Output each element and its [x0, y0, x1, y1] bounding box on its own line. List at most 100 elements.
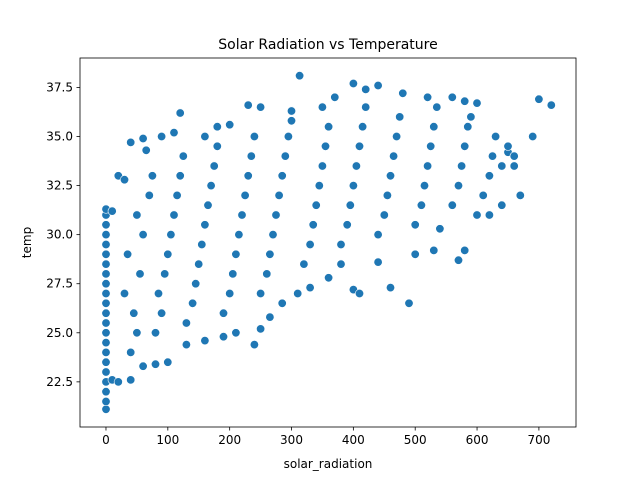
data-point — [460, 96, 470, 106]
data-point — [138, 230, 148, 240]
data-point — [256, 324, 266, 334]
data-point — [268, 230, 278, 240]
data-point — [487, 151, 497, 161]
data-point — [478, 190, 488, 200]
x-axis-label: solar_radiation — [284, 457, 373, 471]
x-tick-label: 400 — [342, 433, 365, 447]
data-point — [129, 308, 139, 318]
data-point — [429, 245, 439, 255]
data-point — [382, 190, 392, 200]
data-point — [354, 141, 364, 151]
y-axis-ticks: 22.5 25.0 27.5 30.0 32.5 35.0 37.5 — [46, 80, 80, 389]
data-point — [404, 298, 414, 308]
data-point — [169, 210, 179, 220]
data-point — [101, 269, 111, 279]
data-point — [157, 132, 167, 142]
data-point — [416, 200, 426, 210]
data-point — [497, 200, 507, 210]
data-point — [101, 357, 111, 367]
data-point — [126, 137, 136, 147]
data-point — [219, 308, 229, 318]
data-point — [435, 224, 445, 234]
data-point — [101, 328, 111, 338]
data-point — [120, 288, 130, 298]
data-point — [212, 122, 222, 132]
data-point — [546, 100, 556, 110]
data-point — [317, 161, 327, 171]
data-point — [126, 347, 136, 357]
data-point — [453, 181, 463, 191]
data-point — [132, 210, 142, 220]
y-tick-label: 22.5 — [46, 375, 73, 389]
x-tick-label: 100 — [156, 433, 179, 447]
data-point — [203, 200, 213, 210]
data-point — [389, 151, 399, 161]
data-point — [286, 106, 296, 116]
data-point — [138, 134, 148, 144]
data-point — [472, 210, 482, 220]
data-point — [256, 102, 266, 112]
data-point — [234, 230, 244, 240]
data-point — [398, 88, 408, 98]
data-point — [395, 112, 405, 122]
data-point — [317, 102, 327, 112]
data-point — [295, 71, 305, 81]
data-point — [101, 308, 111, 318]
data-point — [101, 347, 111, 357]
data-point — [330, 92, 340, 102]
data-point — [423, 161, 433, 171]
data-point — [166, 230, 176, 240]
data-point — [293, 288, 303, 298]
data-point — [509, 161, 519, 171]
data-point — [147, 171, 157, 181]
data-point — [225, 120, 235, 130]
data-point — [151, 328, 161, 338]
data-point — [311, 200, 321, 210]
data-point — [373, 81, 383, 91]
data-point — [385, 171, 395, 181]
data-point — [101, 220, 111, 230]
data-point — [246, 151, 256, 161]
x-tick-label: 500 — [404, 433, 427, 447]
data-point — [392, 132, 402, 142]
data-point — [308, 220, 318, 230]
data-point — [336, 259, 346, 269]
y-tick-label: 37.5 — [46, 80, 73, 94]
data-point — [243, 100, 253, 110]
y-tick-label: 27.5 — [46, 277, 73, 291]
data-point — [181, 340, 191, 350]
y-tick-label: 25.0 — [46, 326, 73, 340]
data-point — [101, 288, 111, 298]
data-point — [200, 336, 210, 346]
data-point — [324, 273, 334, 283]
data-point — [305, 283, 315, 293]
data-point — [113, 377, 123, 387]
data-point — [463, 122, 473, 132]
data-point — [447, 200, 457, 210]
data-point — [101, 279, 111, 289]
data-point — [466, 112, 476, 122]
data-point — [423, 92, 433, 102]
y-axis-label: temp — [20, 227, 34, 258]
y-tick-label: 32.5 — [46, 179, 73, 193]
x-tick-label: 600 — [466, 433, 489, 447]
data-point — [426, 141, 436, 151]
data-point — [277, 298, 287, 308]
data-point — [172, 190, 182, 200]
data-point — [237, 210, 247, 220]
data-point — [342, 220, 352, 230]
x-tick-label: 200 — [218, 433, 241, 447]
data-point — [358, 122, 368, 132]
data-point — [163, 357, 173, 367]
y-tick-label: 35.0 — [46, 130, 73, 144]
data-point — [484, 171, 494, 181]
data-point — [410, 220, 420, 230]
data-point — [154, 288, 164, 298]
data-point — [354, 288, 364, 298]
data-point — [101, 240, 111, 250]
data-point — [429, 122, 439, 132]
data-point — [126, 375, 136, 385]
data-point — [277, 171, 287, 181]
points-layer — [101, 71, 556, 414]
